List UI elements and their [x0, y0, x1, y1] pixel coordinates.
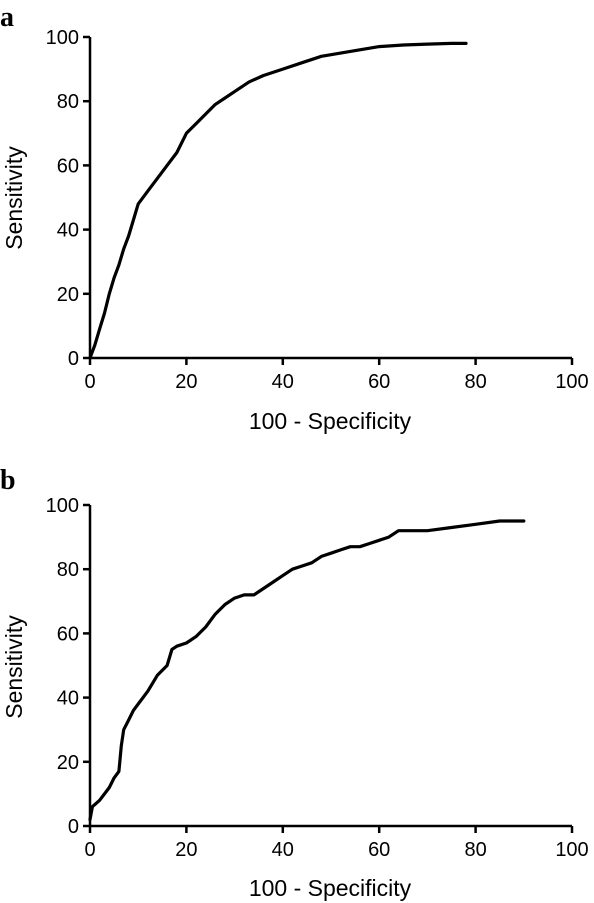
y-axis-title-a: Sensitivity [1, 146, 27, 250]
x-tick-label-b: 80 [464, 839, 486, 861]
y-tick-label-b: 40 [57, 688, 79, 710]
x-tick-label-a: 60 [368, 371, 390, 393]
plot-area-a: 0 20 40 60 80 100 0 20 40 60 80 100 [46, 27, 589, 393]
y-tick-label-a: 100 [46, 27, 79, 49]
x-tick-label-b: 0 [84, 839, 95, 861]
y-tick-label-a: 0 [68, 348, 79, 370]
roc-curve-a [88, 41, 468, 360]
y-tick-label-b: 80 [57, 559, 79, 581]
x-axis-title-a: 100 - Specificity [249, 408, 412, 434]
roc-curve-b [88, 519, 526, 822]
y-tick-label-a: 20 [57, 284, 79, 306]
x-tick-label-b: 100 [555, 839, 588, 861]
y-tick-label-b: 60 [57, 623, 79, 645]
x-tick-label-a: 80 [464, 371, 486, 393]
x-tick-label-b: 20 [175, 839, 197, 861]
y-tick-label-a: 80 [57, 91, 79, 113]
y-tick-label-a: 40 [57, 220, 79, 242]
x-tick-label-a: 20 [175, 371, 197, 393]
panel-label-a: a [0, 2, 14, 33]
x-tick-label-b: 60 [368, 839, 390, 861]
x-tick-label-b: 40 [272, 839, 294, 861]
x-tick-label-a: 0 [84, 371, 95, 393]
panel-a: a 0 20 40 60 80 100 0 20 40 60 80 100 100 - Specifi… [0, 2, 589, 434]
y-tick-label-a: 60 [57, 155, 79, 177]
panel-label-b: b [0, 465, 16, 496]
y-tick-label-b: 0 [68, 816, 79, 838]
y-tick-label-b: 20 [57, 752, 79, 774]
panel-b: b 0 20 40 60 80 100 0 20 40 60 80 100 100 - Specifi… [0, 465, 589, 901]
x-axis-title-b: 100 - Specificity [249, 875, 412, 901]
y-tick-label-b: 100 [46, 495, 79, 517]
plot-area-b: 0 20 40 60 80 100 0 20 40 60 80 100 [46, 495, 589, 861]
y-axis-title-b: Sensitivity [1, 615, 27, 719]
x-tick-label-a: 100 [555, 371, 588, 393]
x-tick-label-a: 40 [272, 371, 294, 393]
